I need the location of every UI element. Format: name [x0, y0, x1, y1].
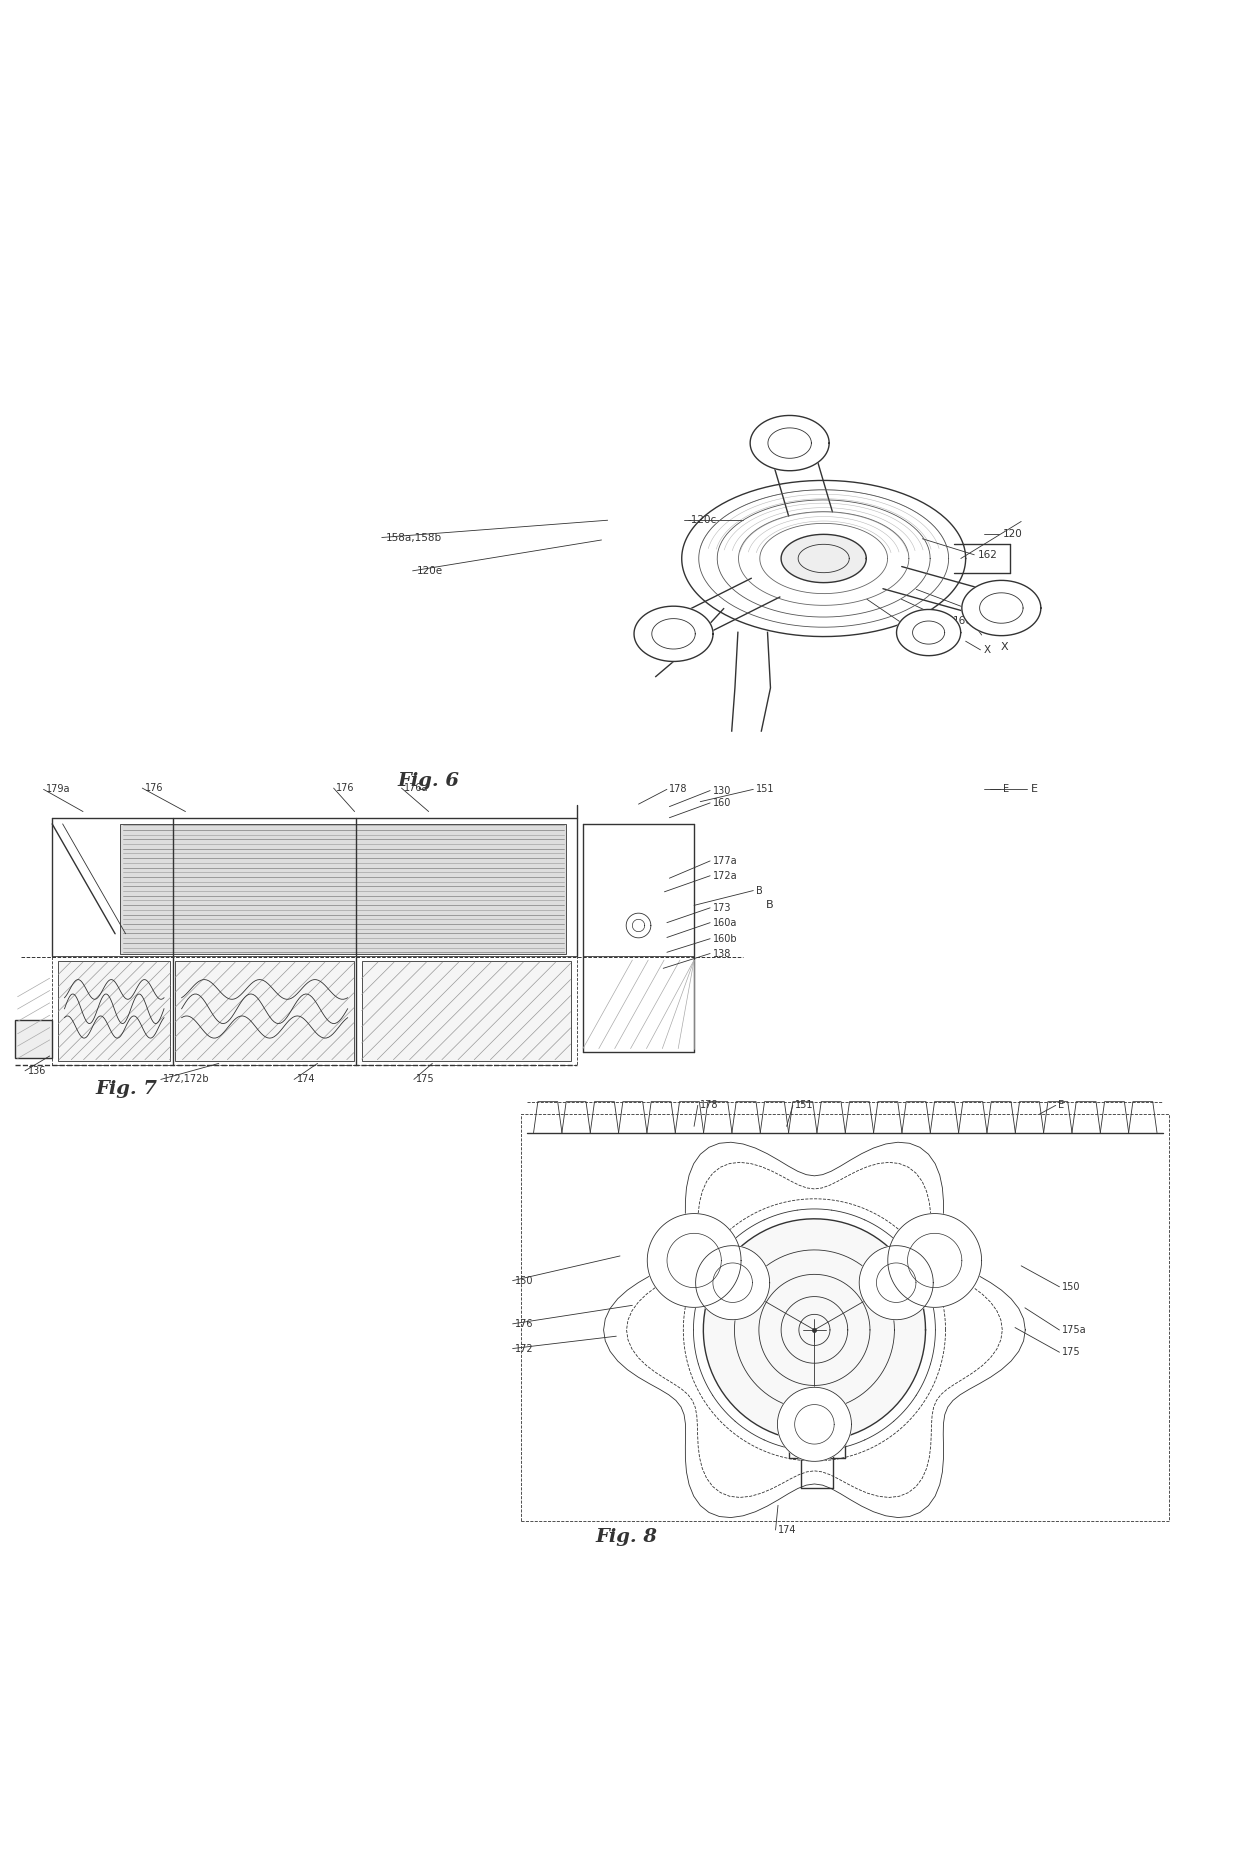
- Text: 120a: 120a: [966, 602, 992, 611]
- Text: Fig. 8: Fig. 8: [595, 1528, 657, 1546]
- Text: 176: 176: [145, 784, 164, 793]
- Polygon shape: [750, 415, 830, 471]
- Bar: [15, 1021, 52, 1058]
- Polygon shape: [897, 610, 961, 656]
- Text: 158a,158b: 158a,158b: [386, 533, 441, 542]
- Text: 150: 150: [515, 1275, 533, 1287]
- Polygon shape: [962, 580, 1040, 636]
- Text: 174: 174: [296, 1075, 315, 1085]
- Text: 175a: 175a: [1061, 1326, 1086, 1335]
- Text: E: E: [1058, 1100, 1064, 1111]
- Text: 120e: 120e: [417, 567, 443, 576]
- Text: 160: 160: [713, 798, 730, 808]
- Text: 175: 175: [417, 1075, 435, 1085]
- Polygon shape: [781, 535, 867, 583]
- Text: 172: 172: [515, 1343, 533, 1354]
- Text: Fig. 7: Fig. 7: [95, 1081, 157, 1098]
- Text: 138: 138: [713, 948, 730, 959]
- Text: 160a: 160a: [954, 617, 980, 626]
- Polygon shape: [634, 606, 713, 662]
- Text: 151: 151: [756, 784, 774, 795]
- Text: 176a: 176a: [404, 784, 429, 793]
- Polygon shape: [859, 1245, 934, 1320]
- Bar: [521, 1115, 1169, 1522]
- Text: 160b: 160b: [713, 933, 738, 944]
- Polygon shape: [703, 1219, 925, 1442]
- Text: B: B: [756, 886, 763, 896]
- Text: 176: 176: [336, 784, 355, 793]
- Polygon shape: [888, 1214, 982, 1307]
- Text: 178: 178: [701, 1100, 719, 1111]
- Polygon shape: [696, 1245, 770, 1320]
- Text: 173: 173: [713, 903, 732, 913]
- Text: 174: 174: [777, 1526, 796, 1535]
- Text: -120c: -120c: [688, 516, 717, 525]
- Text: 130: 130: [713, 785, 730, 795]
- Text: 178: 178: [670, 784, 688, 795]
- Text: 120d: 120d: [929, 634, 955, 643]
- Polygon shape: [647, 1214, 742, 1307]
- Text: X: X: [985, 645, 991, 654]
- Text: 162: 162: [978, 550, 998, 559]
- Bar: [362, 961, 570, 1060]
- Text: Fig. 6: Fig. 6: [398, 772, 460, 789]
- Text: 172,172b: 172,172b: [164, 1075, 210, 1085]
- Text: E: E: [1003, 784, 1009, 795]
- Text: 175: 175: [1061, 1346, 1080, 1358]
- Bar: [58, 961, 170, 1060]
- Bar: [52, 817, 577, 1064]
- Polygon shape: [777, 1388, 852, 1460]
- Text: 151: 151: [795, 1100, 813, 1111]
- Text: 172a: 172a: [713, 871, 738, 881]
- Text: 120: 120: [1003, 529, 1023, 539]
- Text: B: B: [765, 899, 774, 911]
- Text: 160a: 160a: [713, 918, 737, 928]
- Bar: [175, 961, 353, 1060]
- Text: 179a: 179a: [46, 784, 71, 795]
- Text: 176: 176: [515, 1318, 533, 1330]
- Text: E: E: [1032, 784, 1038, 795]
- Text: X: X: [1001, 643, 1008, 653]
- Bar: [120, 825, 567, 954]
- Text: 136: 136: [27, 1066, 46, 1075]
- Text: 150: 150: [1061, 1281, 1080, 1292]
- Text: 177a: 177a: [713, 856, 738, 866]
